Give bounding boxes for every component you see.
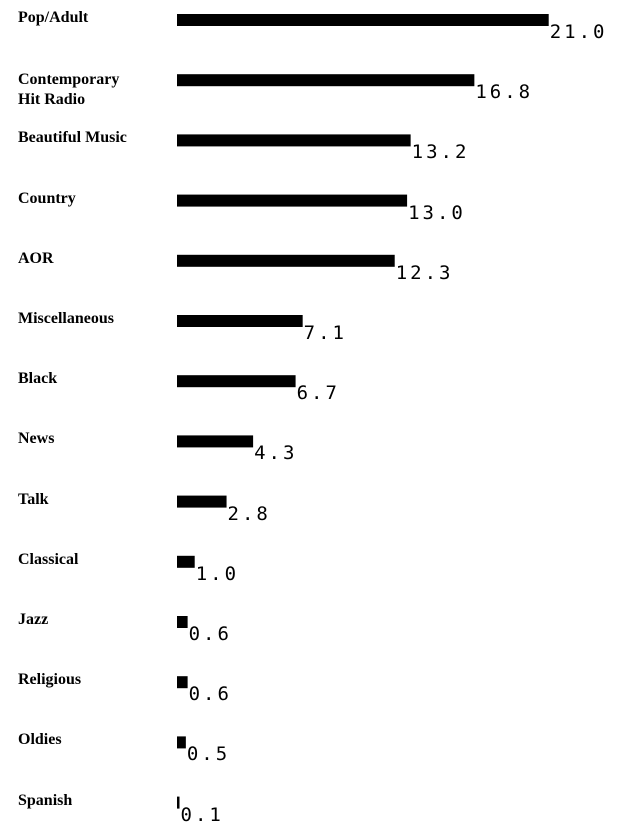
category-label: Beautiful Music (18, 129, 127, 147)
value-label: 1.0 (195, 562, 240, 585)
value-label: 13.0 (408, 201, 466, 224)
category-label: Spanish (18, 791, 73, 809)
bar (177, 555, 195, 568)
bar (177, 194, 408, 207)
bar (177, 495, 227, 508)
value-label: 16.8 (475, 81, 534, 104)
bar (177, 14, 549, 26)
category-label: Country (18, 189, 76, 207)
value-label: 0.5 (186, 743, 231, 766)
category-label: Classical (18, 550, 79, 568)
value-label: 4.3 (254, 442, 298, 465)
value-label: 6.7 (296, 382, 340, 405)
bar (177, 736, 186, 749)
category-label: Contemporary Hit Radio (18, 71, 120, 109)
value-label: 7.1 (303, 322, 347, 344)
value-label: 13.2 (411, 141, 470, 164)
value-label: 12.3 (395, 261, 454, 284)
bar (177, 315, 303, 327)
category-label: Jazz (18, 611, 49, 628)
bar (177, 616, 188, 628)
category-label: Black (18, 370, 58, 388)
category-label: Oldies (18, 731, 62, 749)
value-label: 0.6 (188, 623, 232, 645)
bar (177, 435, 254, 448)
bar (177, 796, 180, 809)
category-label: Pop/Adult (18, 9, 89, 26)
value-label: 0.1 (180, 803, 224, 824)
bar (177, 375, 296, 388)
bar (177, 74, 475, 87)
bar (177, 676, 188, 689)
category-label: News (18, 430, 55, 448)
bar (177, 254, 395, 267)
value-label: 21.0 (549, 21, 608, 43)
bar (177, 134, 411, 147)
category-label: Talk (18, 490, 49, 508)
category-label: AOR (18, 249, 54, 267)
value-label: 2.8 (227, 502, 271, 525)
category-label: Miscellaneous (18, 310, 114, 327)
category-label: Religious (18, 671, 82, 689)
value-label: 0.6 (188, 683, 232, 706)
